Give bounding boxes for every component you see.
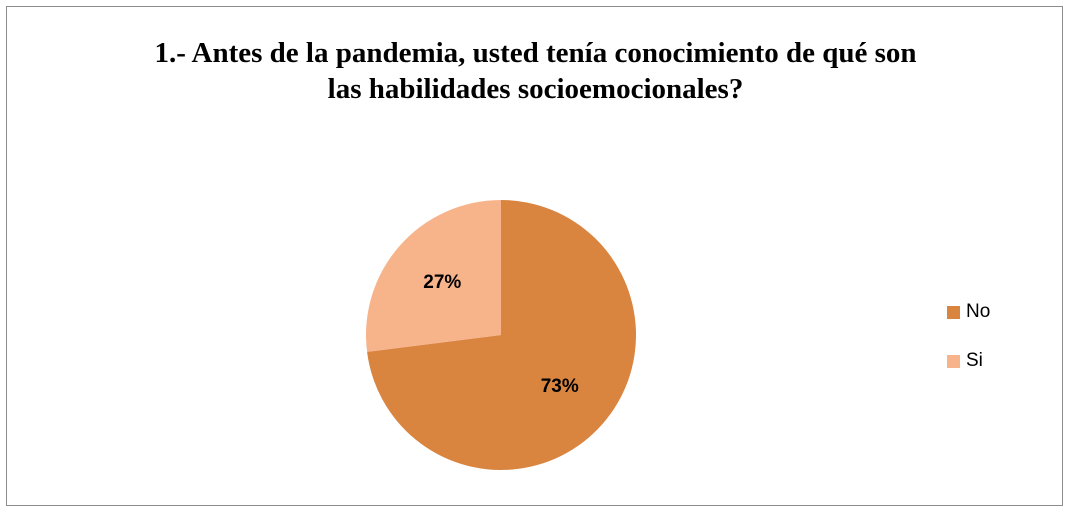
pie-slices <box>366 200 636 470</box>
chart-title: 1.- Antes de la pandemia, usted tenía co… <box>7 35 1064 107</box>
legend-item-si: Si <box>947 348 990 374</box>
pie-data-labels: 73% 27% <box>423 272 579 397</box>
data-label-si: 27% <box>423 272 461 293</box>
legend-item-no: No <box>947 299 990 325</box>
legend-label-si: Si <box>966 350 983 371</box>
legend-swatch-si <box>947 354 960 368</box>
legend-swatch-no <box>947 305 960 319</box>
chart-title-line-1: 1.- Antes de la pandemia, usted tenía co… <box>154 37 917 69</box>
legend-label-no: No <box>966 301 991 322</box>
chart-frame: 1.- Antes de la pandemia, usted tenía co… <box>6 6 1063 506</box>
pie-slice-si <box>366 200 501 352</box>
data-label-no: 73% <box>541 376 579 397</box>
pie-chart: 73% 27% <box>366 200 636 470</box>
chart-title-line-2: las habilidades socioemocionales? <box>327 73 744 105</box>
pie-slice-no <box>367 200 636 470</box>
legend: No Si <box>947 299 990 397</box>
